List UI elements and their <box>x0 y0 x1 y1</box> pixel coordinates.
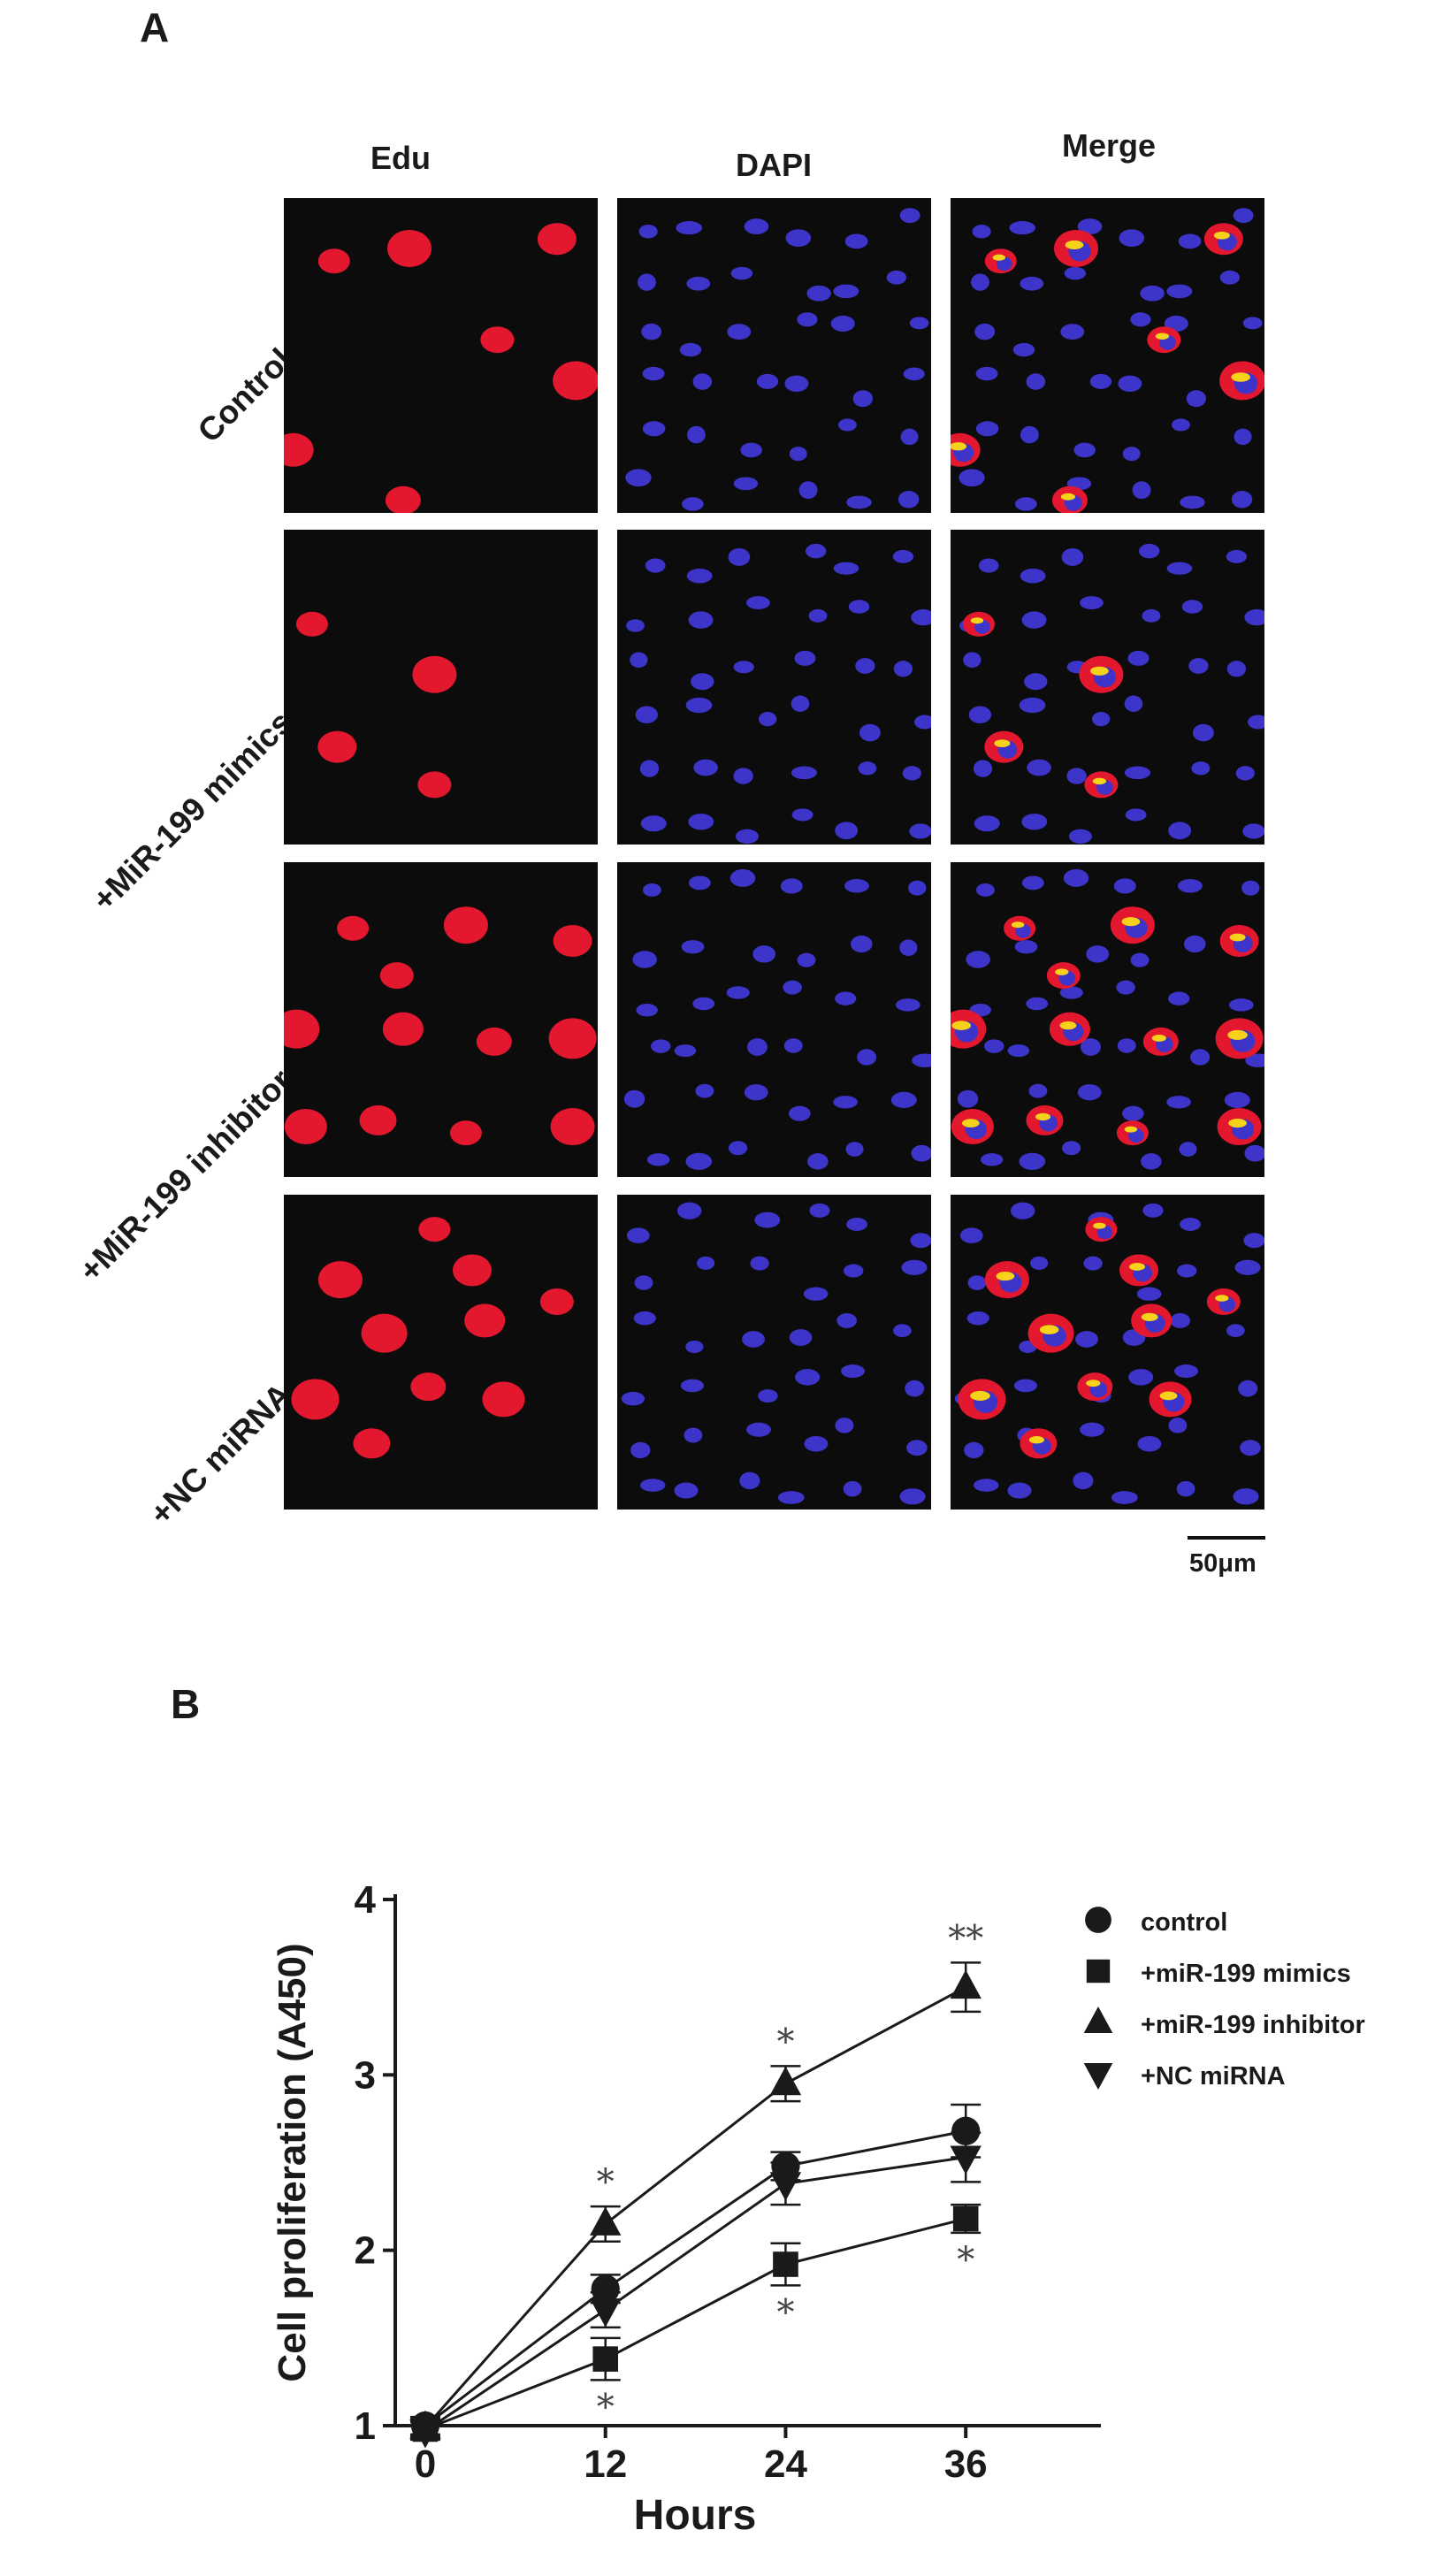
column-header-edu: Edu <box>370 140 431 176</box>
y-axis-title: Cell proliferation (A450) <box>271 1943 314 2381</box>
significance-marker: * <box>957 2240 974 2281</box>
micrograph-merge-row-3 <box>951 862 1264 1177</box>
micrograph-edu-row-2 <box>284 530 598 845</box>
y-tick-label: 1 <box>355 2404 376 2448</box>
micrograph-edu-row-1 <box>284 198 598 513</box>
significance-marker: * <box>776 2292 794 2333</box>
x-tick-label: 36 <box>944 2442 988 2486</box>
legend-marker-mir-199-inhibitor <box>1083 2007 1113 2033</box>
x-tick-label: 0 <box>415 2442 436 2486</box>
micrograph-merge-row-1 <box>951 198 1264 513</box>
data-point-nc-mirna <box>769 2172 802 2201</box>
scale-bar-label: 50μm <box>1189 1549 1256 1578</box>
legend-marker-control <box>1085 1907 1111 1933</box>
series-line-mir-199-inhibitor <box>424 1985 966 2428</box>
micrograph-edu-row-3 <box>284 862 598 1177</box>
data-point-control <box>951 2116 981 2145</box>
data-point-nc-mirna <box>950 2145 982 2175</box>
x-axis-title: Hours <box>634 2492 757 2539</box>
data-point-nc-mirna <box>409 2419 441 2449</box>
legend-label-mir-199-mimics: +miR-199 mimics <box>1141 1960 1351 1988</box>
legend-marker-mir-199-mimics <box>1086 1959 1111 1984</box>
x-tick-label: 12 <box>584 2442 627 2486</box>
significance-marker: * <box>776 2022 794 2062</box>
legend-label-mir-199-inhibitor: +miR-199 inhibitor <box>1141 2011 1365 2039</box>
y-tick-label: 3 <box>355 2053 376 2097</box>
data-point-mir-199-mimics <box>952 2205 979 2232</box>
legend-label-nc-mirna: +NC miRNA <box>1141 2062 1286 2091</box>
significance-marker: ** <box>948 1918 983 1959</box>
legend-marker-nc-mirna <box>1083 2063 1113 2090</box>
data-point-mir-199-mimics <box>592 2346 619 2372</box>
y-tick-label: 4 <box>355 1878 377 1922</box>
data-point-mir-199-inhibitor <box>590 2206 622 2236</box>
significance-marker: * <box>597 2387 615 2427</box>
micrograph-dapi-row-3 <box>617 862 931 1177</box>
scale-bar <box>1188 1536 1265 1540</box>
significance-marker: * <box>597 2162 615 2203</box>
column-header-dapi: DAPI <box>735 147 812 183</box>
micrograph-dapi-row-1 <box>617 198 931 513</box>
data-point-mir-199-inhibitor <box>950 1969 982 1999</box>
series-line-control <box>424 2129 966 2427</box>
series-line-mir-199-mimics <box>424 2217 966 2431</box>
series-line-nc-mirna <box>424 2156 966 2433</box>
micrograph-merge-row-4 <box>951 1195 1264 1510</box>
micrograph-merge-row-2 <box>951 530 1264 845</box>
panel-a-label: A <box>140 4 170 50</box>
data-point-nc-mirna <box>590 2298 622 2328</box>
legend-label-control: control <box>1141 1908 1227 1937</box>
micrograph-edu-row-4 <box>284 1195 598 1510</box>
y-tick-label: 2 <box>355 2229 376 2273</box>
x-tick-label: 24 <box>764 2442 807 2486</box>
panel-b-label: B <box>171 1681 201 1727</box>
micrograph-dapi-row-2 <box>617 530 931 845</box>
data-point-mir-199-inhibitor <box>769 2066 802 2096</box>
data-point-mir-199-mimics <box>773 2251 798 2277</box>
column-header-merge: Merge <box>1061 127 1157 164</box>
micrograph-dapi-row-4 <box>617 1195 931 1510</box>
data-point-control <box>591 2274 620 2304</box>
